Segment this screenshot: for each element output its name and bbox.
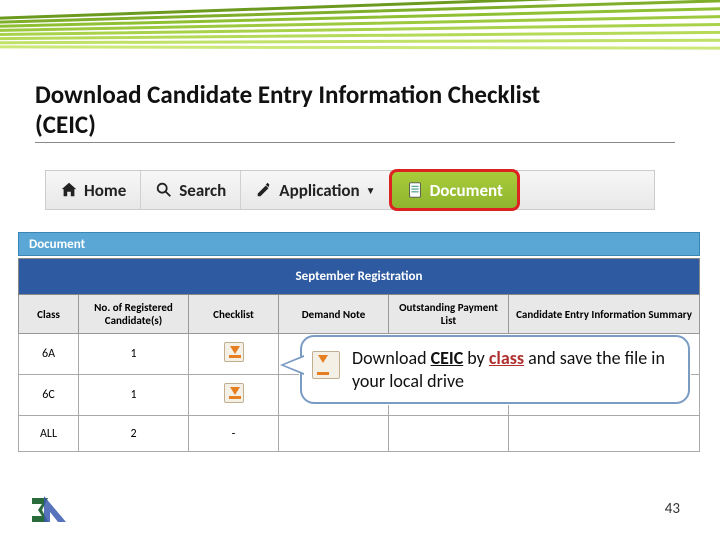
cell-count: 1	[79, 334, 189, 375]
table-header-row: Class No. of Registered Candidate(s) Che…	[19, 295, 700, 334]
download-icon	[312, 351, 340, 379]
col-class: Class	[19, 295, 79, 334]
cell-class: 6C	[19, 375, 79, 416]
table-section-row: September Registration	[19, 259, 700, 295]
cell-count: 1	[79, 375, 189, 416]
search-icon	[155, 181, 173, 199]
nav-document[interactable]: Document	[389, 169, 520, 211]
title-line-2: (CEIC)	[35, 109, 96, 140]
callout-text: Download CEIC by class and save the file…	[352, 347, 665, 392]
document-panel-header-label: Document	[29, 237, 85, 252]
slide-title: Download Candidate Entry Information Che…	[35, 80, 675, 143]
document-panel-header: Document	[18, 232, 700, 256]
edit-icon	[255, 181, 273, 199]
table-row: ALL 2 -	[19, 416, 700, 452]
download-icon[interactable]	[224, 342, 244, 362]
cell-count: 2	[79, 416, 189, 452]
col-demand-note: Demand Note	[279, 295, 389, 334]
cell-checklist: -	[189, 416, 279, 452]
col-registered: No. of Registered Candidate(s)	[79, 295, 189, 334]
col-summary: Candidate Entry Information Summary	[509, 295, 700, 334]
cell-class: 6A	[19, 334, 79, 375]
navigation-bar: Home Search Application ▼ Document	[45, 170, 655, 210]
footer-logo	[28, 494, 68, 526]
page-number: 43	[665, 500, 680, 518]
home-icon	[60, 181, 78, 199]
instruction-callout: Download CEIC by class and save the file…	[300, 335, 690, 404]
nav-application[interactable]: Application ▼	[241, 171, 390, 209]
download-icon[interactable]	[224, 383, 244, 403]
nav-home-label: Home	[84, 180, 126, 201]
col-outstanding: Outstanding Payment List	[389, 295, 509, 334]
col-checklist: Checklist	[189, 295, 279, 334]
cell-class: ALL	[19, 416, 79, 452]
nav-search[interactable]: Search	[141, 171, 241, 209]
section-title: September Registration	[19, 259, 700, 295]
slide-top-decoration	[0, 0, 720, 70]
nav-home[interactable]: Home	[46, 171, 141, 209]
cell-checklist	[189, 334, 279, 375]
cell-checklist	[189, 375, 279, 416]
nav-search-label: Search	[179, 180, 226, 201]
nav-application-label: Application	[279, 180, 359, 201]
title-line-1: Download Candidate Entry Information Che…	[35, 79, 540, 110]
chevron-down-icon: ▼	[366, 184, 376, 197]
document-icon	[406, 181, 424, 199]
nav-document-label: Document	[430, 180, 503, 201]
